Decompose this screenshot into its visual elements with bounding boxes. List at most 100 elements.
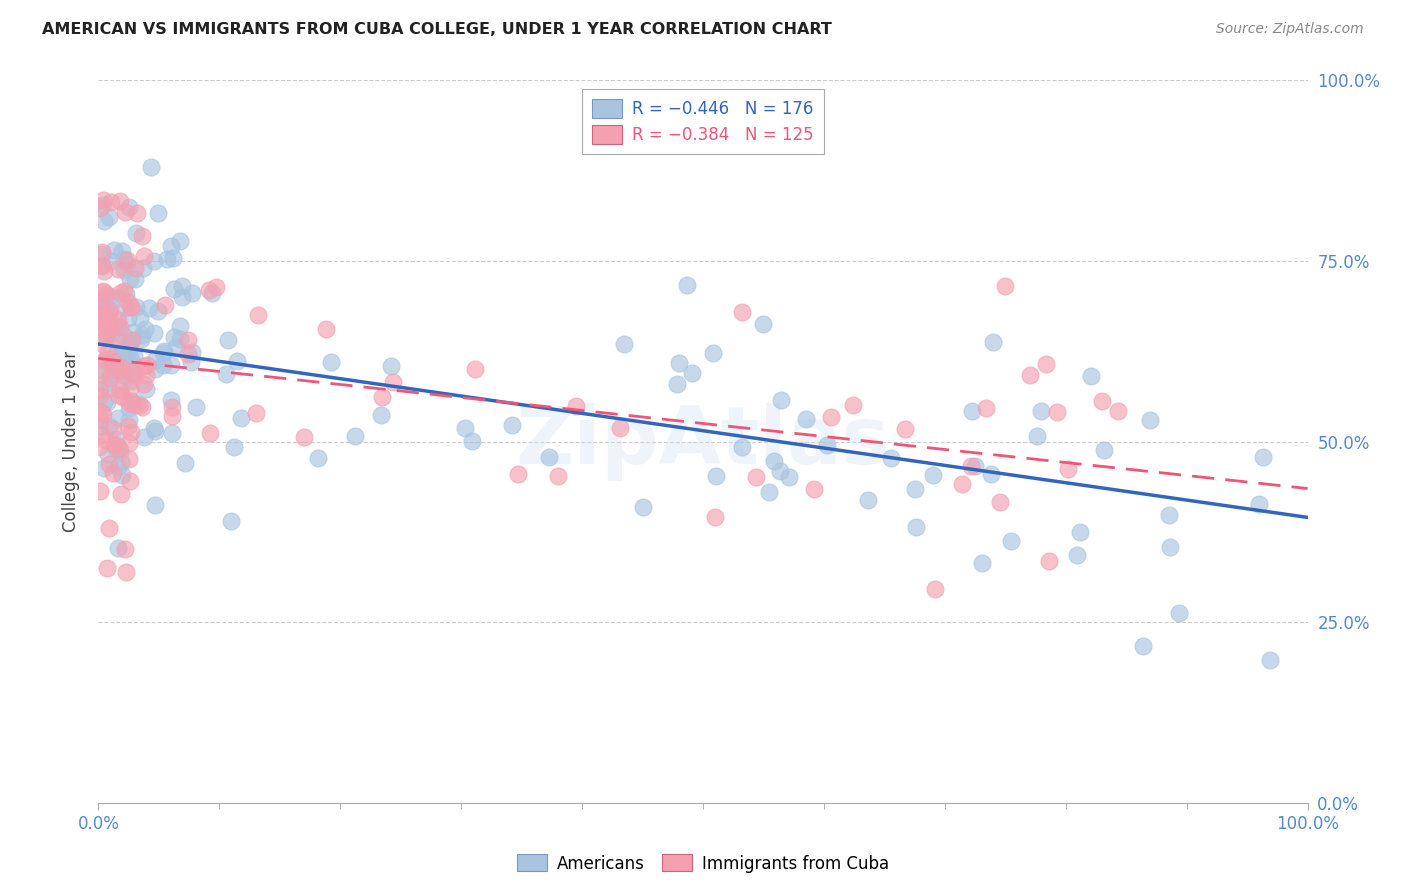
Point bbox=[110, 467, 132, 482]
Point bbox=[97, 457, 120, 471]
Point bbox=[564, 400, 586, 414]
Point bbox=[121, 366, 143, 380]
Point bbox=[731, 304, 754, 318]
Point bbox=[105, 291, 128, 305]
Point bbox=[1159, 540, 1181, 554]
Point bbox=[125, 300, 148, 314]
Point bbox=[972, 556, 994, 570]
Point bbox=[111, 244, 134, 259]
Point bbox=[139, 160, 162, 174]
Point bbox=[135, 368, 157, 382]
Point bbox=[464, 361, 486, 376]
Point bbox=[744, 470, 766, 484]
Point bbox=[994, 279, 1017, 293]
Point bbox=[1066, 548, 1088, 562]
Point bbox=[981, 334, 1004, 349]
Point bbox=[152, 343, 174, 358]
Point bbox=[87, 336, 110, 351]
Point bbox=[94, 329, 117, 343]
Point bbox=[114, 301, 136, 315]
Point bbox=[769, 464, 792, 478]
Point bbox=[90, 246, 112, 260]
Point bbox=[120, 351, 142, 366]
Point bbox=[97, 316, 120, 330]
Point bbox=[91, 244, 114, 259]
Point bbox=[98, 210, 121, 224]
Point bbox=[343, 428, 366, 442]
Y-axis label: College, Under 1 year: College, Under 1 year bbox=[62, 351, 80, 533]
Point bbox=[1026, 429, 1049, 443]
Point bbox=[169, 318, 191, 333]
Point bbox=[112, 328, 135, 343]
Point bbox=[97, 309, 120, 323]
Point bbox=[90, 428, 112, 442]
Point bbox=[103, 467, 125, 481]
Point bbox=[124, 226, 146, 240]
Point bbox=[91, 313, 114, 327]
Point bbox=[177, 333, 200, 347]
Point bbox=[1069, 524, 1091, 539]
Point bbox=[124, 368, 146, 383]
Point bbox=[165, 340, 187, 354]
Point bbox=[96, 561, 118, 575]
Point bbox=[120, 374, 142, 388]
Point bbox=[181, 344, 204, 359]
Point bbox=[1258, 653, 1281, 667]
Point bbox=[112, 263, 135, 277]
Point bbox=[702, 346, 724, 360]
Point bbox=[763, 453, 786, 467]
Point bbox=[107, 388, 129, 402]
Point bbox=[96, 351, 118, 366]
Point bbox=[370, 408, 392, 422]
Point bbox=[100, 303, 122, 318]
Point bbox=[118, 382, 141, 396]
Point bbox=[905, 520, 928, 534]
Point bbox=[752, 317, 775, 331]
Point bbox=[110, 455, 132, 469]
Point bbox=[609, 421, 631, 435]
Point bbox=[506, 467, 529, 481]
Point bbox=[665, 376, 688, 391]
Point bbox=[454, 421, 477, 435]
Point bbox=[132, 376, 155, 391]
Point bbox=[104, 438, 127, 452]
Point bbox=[1092, 442, 1115, 457]
Point bbox=[115, 286, 138, 301]
Point bbox=[115, 565, 138, 579]
Point bbox=[307, 451, 329, 466]
Point bbox=[229, 410, 252, 425]
Point bbox=[91, 193, 114, 207]
Point bbox=[215, 367, 238, 381]
Point bbox=[1000, 534, 1022, 549]
Point bbox=[803, 482, 825, 496]
Point bbox=[675, 277, 697, 292]
Point bbox=[135, 358, 157, 372]
Point bbox=[120, 425, 142, 440]
Point bbox=[965, 459, 987, 474]
Point bbox=[105, 367, 128, 381]
Point bbox=[180, 355, 202, 369]
Text: ZipAtlas: ZipAtlas bbox=[516, 402, 890, 481]
Point bbox=[143, 499, 166, 513]
Point bbox=[132, 260, 155, 275]
Point bbox=[124, 261, 146, 276]
Point bbox=[163, 282, 186, 296]
Point bbox=[107, 319, 129, 334]
Point bbox=[89, 294, 111, 309]
Point bbox=[1167, 606, 1189, 620]
Point bbox=[89, 202, 111, 216]
Point bbox=[1035, 357, 1057, 371]
Point bbox=[292, 430, 315, 444]
Point bbox=[96, 304, 118, 318]
Point bbox=[108, 320, 131, 334]
Point bbox=[117, 295, 139, 310]
Point bbox=[703, 510, 725, 524]
Point bbox=[107, 313, 129, 327]
Point bbox=[115, 346, 138, 360]
Point bbox=[131, 327, 153, 342]
Point bbox=[104, 363, 127, 377]
Point bbox=[118, 342, 141, 356]
Point bbox=[1139, 412, 1161, 426]
Point bbox=[118, 436, 141, 450]
Point bbox=[104, 348, 127, 362]
